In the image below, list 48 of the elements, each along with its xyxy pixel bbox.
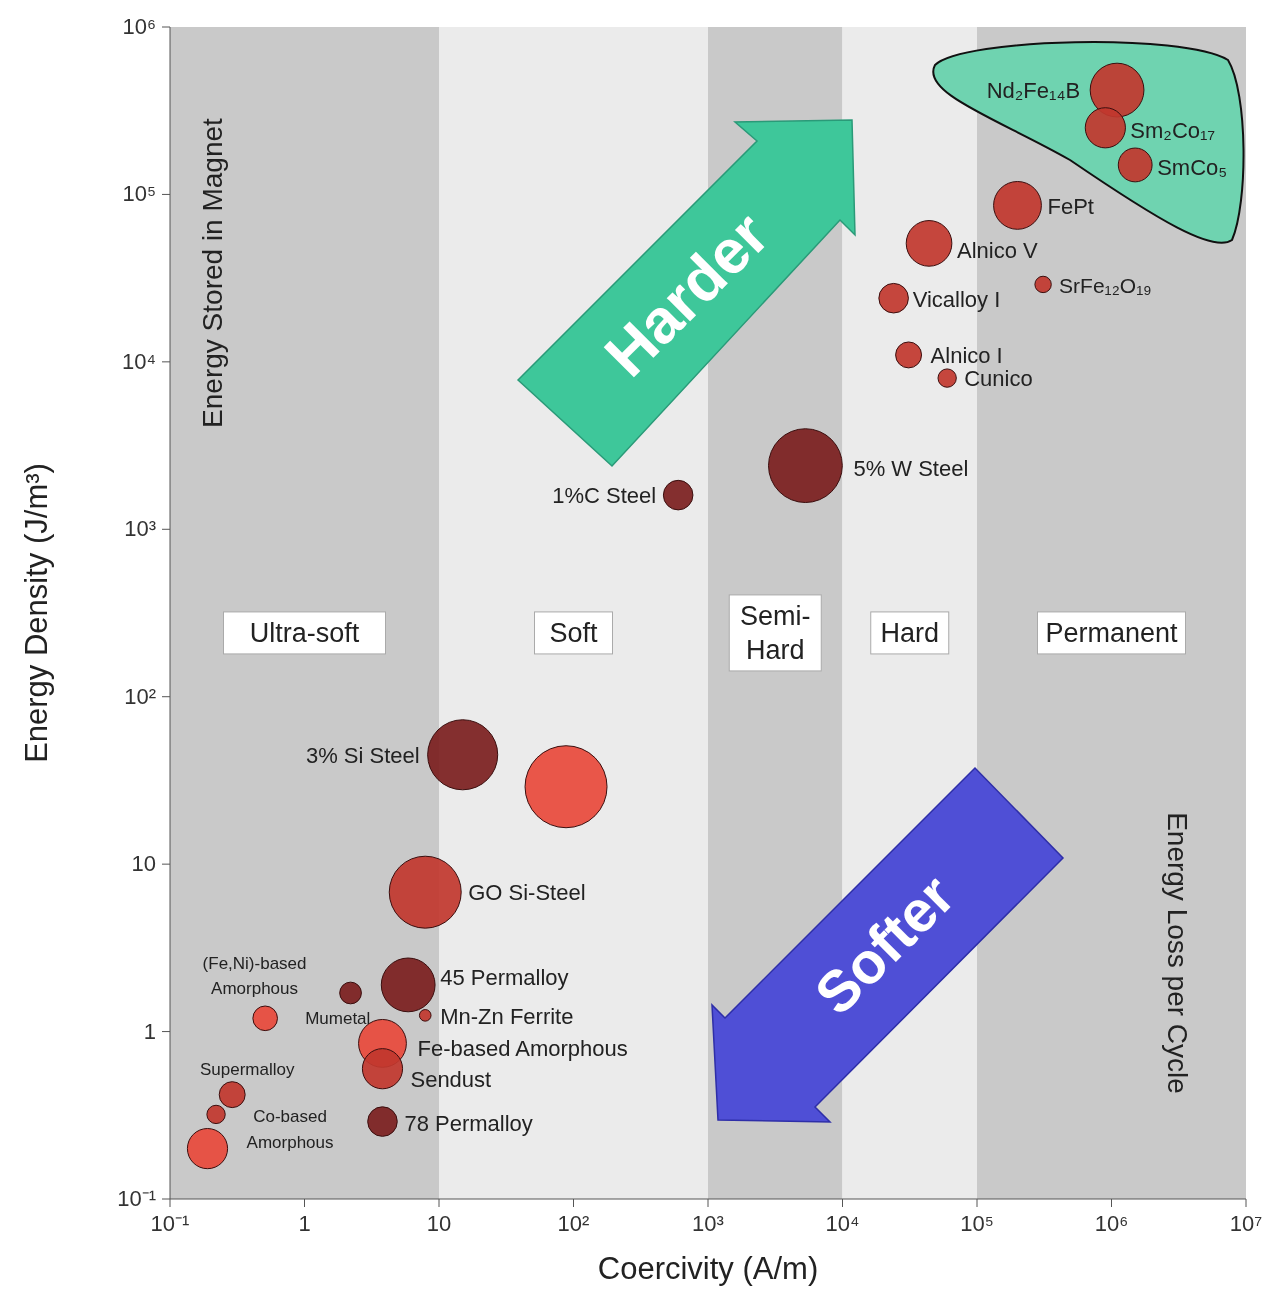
annotation: (Fe,Ni)-based Amorphous (202, 953, 307, 999)
x-tick-label: 10² (557, 1211, 590, 1236)
annotation: 5% W Steel (853, 455, 969, 481)
x-tick-label: 10³ (692, 1211, 724, 1236)
y-tick-label: 1 (143, 1018, 156, 1044)
y-tick-label: 10³ (124, 516, 156, 542)
x-tick-label: 1 (298, 1211, 311, 1236)
x-tick-label: 10⁴ (825, 1211, 860, 1236)
annotation: FePt (1047, 194, 1094, 220)
y-tick-label: 10⁻¹ (117, 1186, 156, 1211)
annotation: Mn-Zn Ferrite (440, 1004, 574, 1030)
annotation: Co-based Amorphous (246, 1107, 334, 1152)
band-label: Permanent (1045, 617, 1179, 648)
annotation: Sm₂Co₁₇ (1130, 117, 1215, 143)
annotation: Energy Loss per Cycle (1161, 812, 1193, 1094)
annotation: Sendust (410, 1066, 492, 1092)
y-axis-title: Energy Density (J/m³) (19, 463, 55, 763)
y-tick-label: 10⁶ (122, 14, 156, 39)
annotation: Alnico I (930, 342, 1003, 368)
annotation: Cunico (964, 366, 1033, 392)
x-tick-label: 10⁻¹ (150, 1211, 190, 1236)
y-tick-label: 10 (131, 851, 156, 877)
x-tick-label: 10⁵ (960, 1211, 994, 1236)
x-tick-label: 10 (426, 1211, 452, 1236)
annotation: 3% Si Steel (305, 742, 420, 768)
annotation: Nd₂Fe₁₄B (986, 78, 1081, 104)
x-tick-label: 10⁷ (1229, 1211, 1263, 1236)
x-axis-title: Coercivity (A/m) (597, 1251, 819, 1286)
y-tick-label: 10⁵ (122, 181, 156, 207)
annotation: 78 Permalloy (404, 1110, 533, 1136)
annotation: Fe-based Amorphous (417, 1036, 628, 1062)
band-label: Hard (880, 617, 940, 648)
annotation: Alnico V (957, 238, 1039, 264)
annotation: 45 Permalloy (440, 964, 569, 990)
band-label: Soft (549, 617, 599, 648)
annotation: 1%C Steel (552, 483, 657, 509)
annotation: Vicalloy I (912, 287, 1001, 313)
band-label: Semi- Hard (739, 600, 811, 665)
x-tick-label: 10⁶ (1094, 1211, 1129, 1236)
annotation: Supermalloy (199, 1059, 295, 1079)
annotation: SrFe₁₂O₁₉ (1059, 274, 1152, 298)
band-label: Ultra-soft (249, 617, 360, 648)
annotation: GO Si-Steel (468, 880, 586, 906)
annotation: Energy Stored in Magnet (197, 117, 229, 428)
y-tick-label: 10² (124, 683, 156, 709)
annotation: Mumetal (305, 1009, 371, 1029)
annotation: SmCo₅ (1157, 154, 1228, 180)
y-tick-label: 10⁴ (122, 348, 156, 374)
